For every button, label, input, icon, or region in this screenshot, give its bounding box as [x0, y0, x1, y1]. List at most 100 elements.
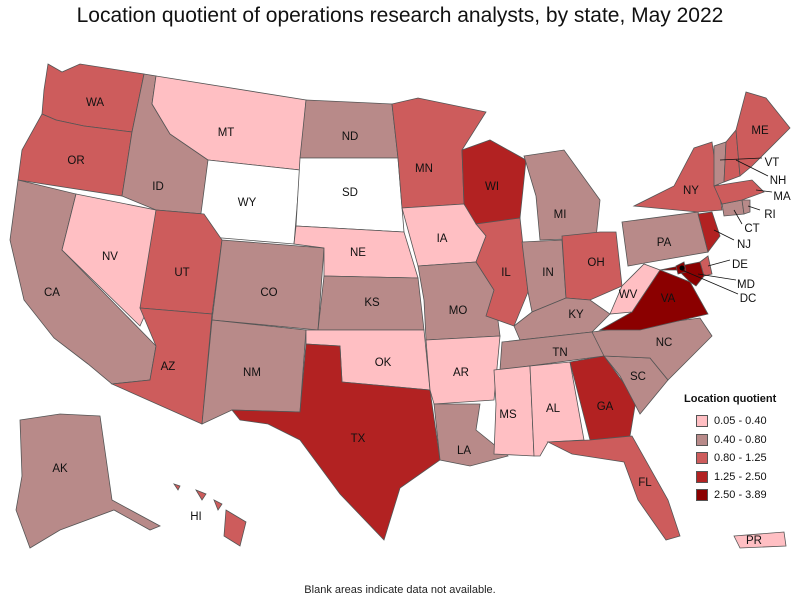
state-label-nd: ND	[342, 131, 359, 143]
state-label-mo: MO	[449, 305, 468, 317]
state-label-ma: MA	[773, 191, 791, 203]
state-label-ny: NY	[683, 185, 699, 197]
state-me	[735, 91, 791, 177]
state-label-wi: WI	[485, 181, 499, 193]
state-label-az: AZ	[161, 361, 176, 373]
legend-swatch	[696, 489, 708, 502]
state-label-de: DE	[732, 259, 748, 271]
state-label-ri: RI	[764, 209, 776, 221]
dc-marker	[679, 265, 685, 271]
state-pr	[733, 531, 787, 549]
state-label-tx: TX	[351, 433, 366, 445]
state-ri	[741, 199, 751, 215]
footnote: Blank areas indicate data not available.	[304, 584, 496, 596]
state-label-la: LA	[457, 445, 471, 457]
state-label-ky: KY	[568, 309, 584, 321]
state-label-id: ID	[152, 181, 164, 193]
state-label-in: IN	[542, 267, 554, 279]
leader-line-nh	[735, 159, 769, 177]
state-label-ca: CA	[44, 287, 60, 299]
leader-line-dc	[681, 269, 739, 295]
state-label-mt: MT	[218, 127, 235, 139]
legend-item: 1.25 - 2.50	[684, 468, 776, 487]
state-label-mn: MN	[415, 163, 433, 175]
state-label-ak: AK	[52, 463, 68, 475]
state-label-ct: CT	[744, 223, 759, 235]
legend-item: 0.05 - 0.40	[684, 412, 776, 431]
state-label-nv: NV	[102, 251, 118, 263]
legend-item: 0.80 - 1.25	[684, 449, 776, 468]
legend-swatch	[696, 433, 708, 446]
state-label-ut: UT	[174, 267, 189, 279]
legend-label: 1.25 - 2.50	[714, 470, 767, 483]
state-label-oh: OH	[587, 257, 604, 269]
state-label-va: VA	[661, 293, 676, 305]
state-label-nj: NJ	[737, 239, 751, 251]
state-label-fl: FL	[638, 477, 652, 489]
state-nc	[591, 317, 713, 381]
leader-line-de	[707, 259, 731, 267]
state-hi	[173, 483, 247, 547]
state-tx	[231, 343, 441, 541]
state-nd	[299, 99, 399, 159]
leader-line-ma	[755, 189, 773, 193]
state-ms	[493, 365, 535, 457]
state-label-mi: MI	[554, 209, 567, 221]
legend-swatch	[696, 470, 708, 483]
state-fl	[546, 435, 681, 541]
state-label-ar: AR	[453, 367, 469, 379]
state-az	[110, 307, 213, 425]
state-label-vt: VT	[765, 157, 780, 169]
legend-label: 2.50 - 3.89	[714, 489, 767, 502]
state-label-sd: SD	[342, 187, 358, 199]
state-co	[211, 239, 325, 331]
legend-item: 2.50 - 3.89	[684, 486, 776, 505]
state-label-pa: PA	[657, 237, 672, 249]
legend-swatch	[696, 415, 708, 428]
state-label-wy: WY	[238, 197, 257, 209]
legend-label: 0.05 - 0.40	[714, 415, 767, 428]
state-label-nh: NH	[770, 175, 787, 187]
state-label-co: CO	[260, 287, 277, 299]
state-label-md: MD	[737, 279, 755, 291]
state-label-ms: MS	[499, 409, 517, 421]
state-label-me: ME	[751, 125, 769, 137]
state-ak	[15, 413, 161, 549]
state-label-ia: IA	[437, 233, 448, 245]
state-label-wa: WA	[86, 97, 104, 109]
state-label-or: OR	[67, 155, 84, 167]
state-label-ok: OK	[375, 357, 392, 369]
state-label-dc: DC	[740, 293, 757, 305]
state-label-pr: PR	[746, 535, 762, 547]
state-ma	[713, 179, 765, 205]
state-label-ga: GA	[597, 401, 614, 413]
leader-line-nj	[713, 229, 735, 241]
legend-swatch	[696, 452, 708, 465]
state-wv	[609, 263, 661, 315]
map-title: Location quotient of operations research…	[76, 4, 724, 27]
state-mi	[523, 149, 601, 241]
state-label-nc: NC	[656, 337, 673, 349]
leader-line-ri	[747, 205, 761, 211]
state-label-wv: WV	[619, 289, 638, 301]
state-la	[433, 403, 509, 467]
legend-title: Location quotient	[684, 393, 777, 405]
state-label-sc: SC	[630, 371, 646, 383]
state-nj	[697, 211, 721, 253]
state-ny	[632, 141, 723, 213]
state-label-ne: NE	[350, 247, 366, 259]
legend: Location quotient 0.05 - 0.40 0.40 - 0.80…	[684, 393, 776, 505]
state-label-hi: HI	[190, 511, 202, 523]
state-ga	[569, 355, 637, 441]
state-label-nm: NM	[243, 367, 261, 379]
legend-label: 0.80 - 1.25	[714, 452, 767, 465]
leader-line-vt	[719, 157, 763, 161]
state-label-ks: KS	[364, 297, 380, 309]
leader-line-md	[697, 273, 737, 281]
leader-line-ct	[733, 209, 743, 225]
state-ar	[425, 335, 501, 405]
state-label-al: AL	[546, 403, 561, 415]
state-label-tn: TN	[552, 347, 567, 359]
state-label-il: IL	[501, 267, 511, 279]
